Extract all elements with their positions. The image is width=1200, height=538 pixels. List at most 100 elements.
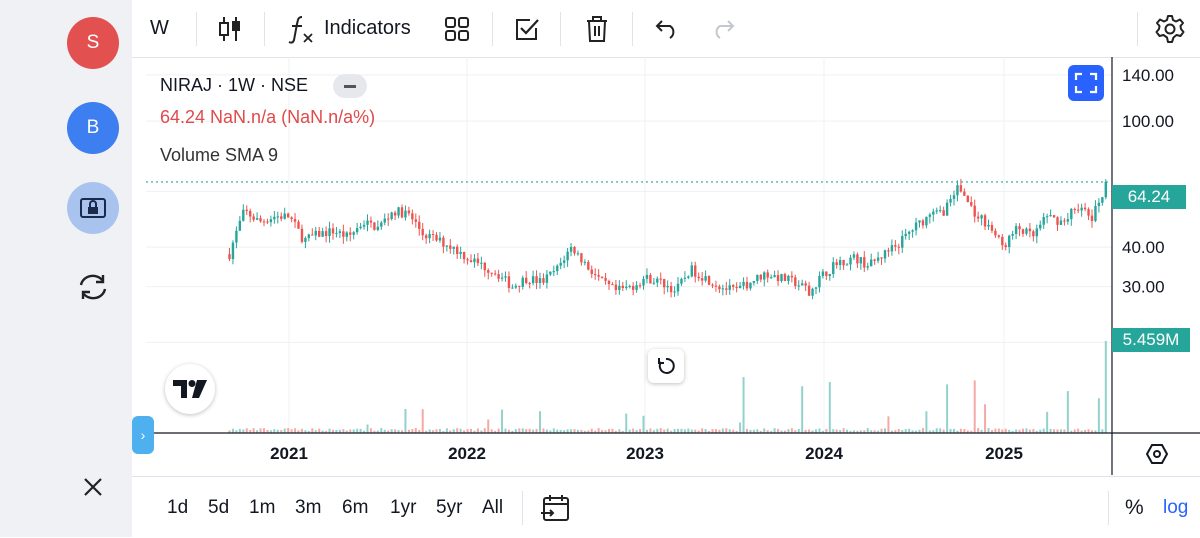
go-to-date-button[interactable] — [540, 477, 570, 538]
function-icon — [288, 15, 313, 44]
volume-bar — [601, 430, 604, 433]
candle-body — [656, 278, 659, 283]
expand-panel-button[interactable]: › — [132, 416, 154, 454]
fullscreen-button[interactable] — [1068, 65, 1104, 101]
refresh-icon — [658, 357, 675, 374]
candle — [911, 229, 914, 238]
symbol-line[interactable]: NIRAJ · 1W · NSE — [160, 74, 368, 98]
interval-button[interactable]: W — [150, 17, 169, 39]
candle — [790, 271, 794, 283]
sidebar-button-b[interactable]: B — [67, 102, 119, 154]
volume-bar — [563, 430, 566, 433]
volume-bar — [846, 429, 849, 433]
candle-body — [1008, 235, 1011, 248]
candle — [704, 270, 707, 283]
volume-bar — [314, 430, 317, 433]
range-5yr[interactable]: 5yr — [436, 496, 463, 518]
volume-bar — [953, 428, 955, 433]
volume-bar — [904, 429, 907, 433]
candle-body — [528, 283, 531, 285]
sidebar-button-s[interactable]: S — [67, 17, 119, 69]
candle-body — [249, 210, 252, 217]
candle-body — [549, 271, 552, 275]
legend-collapse-button[interactable] — [333, 74, 368, 98]
candle-body — [390, 212, 393, 220]
candle — [825, 271, 828, 280]
volume-bar — [494, 430, 497, 433]
candle — [642, 275, 645, 290]
volume-bar — [701, 428, 704, 433]
volume-bar — [652, 430, 655, 433]
candle — [818, 271, 821, 293]
candle-body — [421, 228, 424, 236]
candle — [1021, 228, 1025, 237]
candle — [714, 280, 718, 292]
range-6m[interactable]: 6m — [342, 496, 369, 518]
candle — [880, 257, 883, 265]
candle-body — [497, 274, 500, 279]
volume-bar — [463, 430, 466, 433]
tradingview-logo[interactable] — [165, 364, 215, 414]
volume-bar — [680, 428, 683, 433]
divider — [1108, 491, 1109, 525]
range-1m[interactable]: 1m — [249, 496, 276, 518]
volume-bar — [449, 430, 452, 433]
settings-button[interactable] — [1155, 0, 1185, 57]
volume-bar — [721, 428, 724, 433]
time-axis-settings-button[interactable] — [1142, 439, 1172, 469]
volume-bar — [452, 429, 455, 433]
volume-sma-legend[interactable]: Volume SMA 9 — [160, 145, 279, 165]
candle — [983, 213, 987, 230]
range-all[interactable]: All — [482, 496, 504, 518]
percent-scale-button[interactable]: % — [1125, 495, 1144, 519]
candle — [1094, 200, 1097, 223]
candle — [718, 284, 721, 294]
close-button[interactable] — [67, 461, 119, 513]
candle — [276, 211, 279, 224]
reset-chart-button[interactable] — [648, 349, 684, 383]
candle — [1104, 179, 1107, 200]
candle-body — [797, 285, 800, 287]
candle-body — [873, 259, 876, 261]
range-5d[interactable]: 5d — [208, 496, 230, 518]
volume-bar — [1049, 428, 1052, 433]
range-1yr[interactable]: 1yr — [390, 496, 417, 518]
range-1d[interactable]: 1d — [167, 496, 189, 518]
volume-bar — [321, 430, 324, 433]
volume-bar — [587, 430, 590, 433]
volume-bar — [390, 429, 393, 433]
volume-bar — [1063, 429, 1066, 433]
candle-body — [859, 257, 863, 264]
delete-button[interactable] — [585, 0, 609, 57]
volume-bar — [473, 430, 476, 433]
candle-body — [1063, 220, 1066, 222]
candle — [252, 213, 255, 222]
undo-button[interactable] — [654, 0, 680, 57]
volume-bar — [407, 429, 410, 433]
range-3m[interactable]: 3m — [295, 496, 322, 518]
time-axis[interactable]: 2021 2022 2023 2024 2025 — [270, 444, 1023, 463]
log-scale-button[interactable]: log — [1163, 496, 1189, 518]
volume-bar — [821, 430, 824, 433]
candle — [514, 283, 518, 289]
volume-bar — [949, 428, 952, 433]
layouts-button[interactable] — [444, 0, 470, 57]
candle — [1080, 203, 1083, 217]
candle-body — [1073, 208, 1076, 210]
candle-body — [276, 216, 279, 218]
indicators-button[interactable]: Indicators — [288, 0, 411, 57]
lock-screen-button[interactable] — [67, 182, 119, 234]
rotate-button[interactable] — [67, 261, 119, 313]
candle — [242, 204, 245, 222]
volume-bar — [1032, 429, 1035, 433]
volume-bar — [404, 408, 407, 433]
candle — [373, 221, 376, 231]
redo-button[interactable] — [710, 0, 736, 57]
candle-body — [825, 271, 828, 276]
chart-type-button[interactable] — [218, 0, 242, 57]
volume-bar — [1015, 429, 1018, 433]
select-button[interactable] — [514, 0, 540, 57]
